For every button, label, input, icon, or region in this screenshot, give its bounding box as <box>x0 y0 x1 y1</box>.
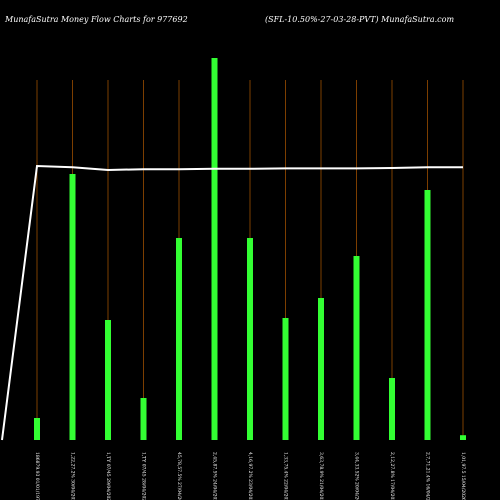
chart-title-left: MunafaSutra Money Flow Charts for 977692 <box>4 15 188 24</box>
bar <box>176 238 182 440</box>
x-tick-label: 2,7,71,21.4% 16/04/2026 <box>425 452 431 500</box>
bar <box>69 174 76 440</box>
series-line <box>1 164 463 441</box>
x-tick-label: 4,16,97.2% 23/04/2026 <box>247 452 253 500</box>
bar <box>353 256 360 440</box>
bar <box>282 318 289 440</box>
bar <box>460 435 466 440</box>
x-tick-label: 1,33,75.4% 22/04/2026 <box>283 452 289 500</box>
bar <box>389 378 395 440</box>
x-tick-label: 2,45,87.5% 24/04/2026 <box>212 452 218 500</box>
tick-layer: 186879.93 01/01/1970 1,22,27.2% 30/04/202… <box>34 452 466 500</box>
x-tick-label: 1,TY 07/45 29/04/2026 <box>105 452 111 500</box>
x-tick-label: 1,TY 07/45 28/04/2026 <box>141 452 147 500</box>
x-tick-label: 186879.93 01/01/1970 <box>34 452 40 500</box>
chart-title-right: (SFL-10.50%-27-03-28-PVT) MunafaSutra.co… <box>265 15 454 24</box>
bar <box>424 190 431 440</box>
bar <box>247 238 253 440</box>
x-tick-label: 45,78,57.5% 27/04/2026 <box>176 452 182 500</box>
bar <box>211 58 218 440</box>
x-tick-label: 3,63,78.9% 21/04/2026 <box>318 452 324 500</box>
line-layer <box>1 164 463 441</box>
bar <box>140 398 147 440</box>
bar <box>34 418 40 440</box>
x-tick-label: 1,22,27.2% 30/04/2026 <box>70 452 76 500</box>
bar-layer <box>34 58 466 440</box>
x-tick-label: 2,12,27.8% 17/04/2026 <box>389 452 395 500</box>
bar <box>318 298 324 440</box>
bar <box>105 320 111 440</box>
x-tick-label: 1,01,97.5 15/04/2026 <box>460 452 466 500</box>
x-tick-label: 3,44,33.52% 20/04/2026 <box>354 452 360 500</box>
